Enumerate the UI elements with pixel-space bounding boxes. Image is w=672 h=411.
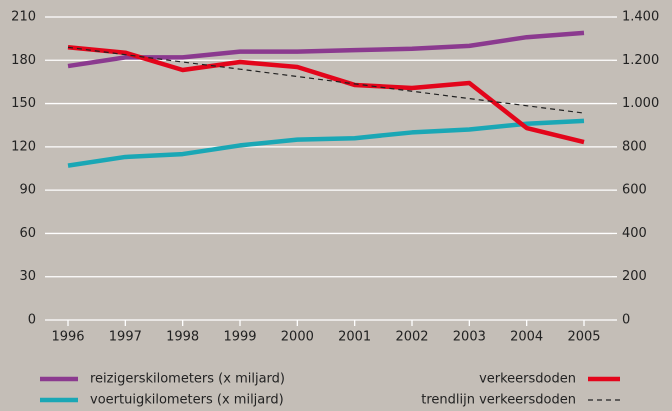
y2-tick-label: 0 <box>622 313 630 328</box>
y2-tick-label: 200 <box>622 269 647 284</box>
legend-label: verkeersdoden <box>479 372 576 387</box>
y-tick-label: 210 <box>11 10 36 25</box>
series-line <box>67 118 585 168</box>
x-tick-label: 1999 <box>223 330 256 345</box>
x-tick-label: 2002 <box>395 330 428 345</box>
y-tick-label: 90 <box>19 183 36 198</box>
legend-label: reizigerskilometers (x miljard) <box>90 372 285 387</box>
y2-tick-label: 1.000 <box>622 96 659 111</box>
y-tick-label: 60 <box>19 226 36 241</box>
y-tick-label: 120 <box>11 139 36 154</box>
y2-tick-label: 800 <box>622 139 647 154</box>
series-line <box>67 30 585 69</box>
x-tick-label: 2004 <box>510 330 543 345</box>
x-tick-label: 2000 <box>281 330 314 345</box>
x-tick-label: 1996 <box>51 330 84 345</box>
legend-label: voertuigkilometers (x miljard) <box>90 393 284 408</box>
y-tick-label: 30 <box>19 269 36 284</box>
y-tick-label: 150 <box>11 96 36 111</box>
x-tick-label: 2001 <box>338 330 371 345</box>
y2-tick-label: 400 <box>622 226 647 241</box>
x-tick-label: 1998 <box>166 330 199 345</box>
y-tick-label: 0 <box>28 313 36 328</box>
series-line <box>67 46 585 114</box>
x-tick-label: 1997 <box>109 330 142 345</box>
y2-tick-label: 1.200 <box>622 53 659 68</box>
y2-tick-label: 1.400 <box>622 10 659 25</box>
series-line <box>67 45 585 145</box>
y-tick-label: 180 <box>11 53 36 68</box>
legend-label: trendlijn verkeersdoden <box>421 393 576 408</box>
x-tick-label: 2005 <box>567 330 600 345</box>
y2-tick-label: 600 <box>622 183 647 198</box>
x-tick-label: 2003 <box>453 330 486 345</box>
